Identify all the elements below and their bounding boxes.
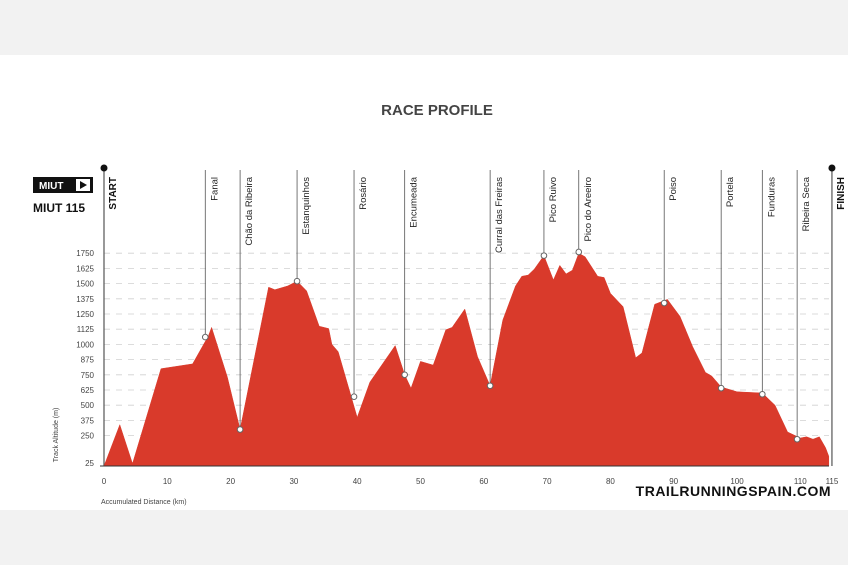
- waypoint-marker: [401, 371, 408, 379]
- waypoint-label: Poiso: [668, 177, 679, 201]
- x-tick-label: 90: [669, 477, 678, 486]
- endpoint-marker: [828, 164, 836, 172]
- miut-logo: MIUT: [33, 177, 93, 193]
- y-tick-label: 25: [85, 459, 94, 468]
- y-tick-label: 1375: [76, 295, 94, 304]
- waypoint-label: Pico do Areeiro: [583, 177, 594, 241]
- waypoint-label: Encumeada: [409, 176, 420, 227]
- y-tick-label: 1750: [76, 249, 94, 258]
- endpoint-marker: [100, 164, 108, 172]
- x-tick-label: 100: [730, 477, 744, 486]
- x-tick-label: 80: [606, 477, 615, 486]
- x-tick-label: 30: [289, 477, 298, 486]
- x-tick-label: 20: [226, 477, 235, 486]
- waypoint-marker: [540, 252, 548, 259]
- waypoint-label: Funduras: [766, 177, 777, 217]
- waypoint-label: Rosário: [358, 177, 369, 210]
- waypoint-marker: [350, 393, 358, 400]
- waypoint-marker: [660, 299, 668, 307]
- waypoint-label: Portela: [725, 176, 736, 207]
- chart-title: RACE PROFILE: [381, 102, 493, 119]
- watermark: TRAILRUNNINGSPAIN.COM: [636, 483, 831, 499]
- x-tick-label: 60: [479, 477, 488, 486]
- y-tick-label: 1250: [76, 310, 94, 319]
- waypoint-label: FINISH: [836, 177, 847, 210]
- x-tick-label: 0: [102, 477, 107, 486]
- x-tick-label: 70: [543, 477, 552, 486]
- y-tick-label: 1125: [77, 325, 95, 334]
- waypoint-label: Estanquinhos: [301, 177, 312, 235]
- y-tick-label: 250: [81, 432, 95, 441]
- waypoint-markers: [100, 164, 836, 443]
- elevation-area: [103, 252, 830, 467]
- waypoint-marker: [793, 435, 801, 443]
- race-name: MIUT 115: [33, 201, 85, 215]
- x-tick-label: 10: [163, 477, 172, 486]
- y-tick-label: 750: [81, 371, 95, 380]
- waypoint-marker: [201, 333, 209, 341]
- waypoint-marker: [486, 382, 494, 390]
- y-tick-label: 625: [81, 386, 95, 395]
- y-tick-label: 500: [81, 401, 95, 410]
- chart-frame: RACE PROFILE 25 250 375 500 625 750 875 1000 112…: [0, 55, 848, 510]
- waypoint-label: Pico Ruivo: [548, 177, 559, 222]
- waypoint-lines: [103, 170, 833, 466]
- waypoint-label: START: [108, 177, 119, 210]
- waypoint-label: Chão da Ribeira: [244, 176, 255, 245]
- x-tick-labels: 0 10 20 30 40 50 60 70 80 90 100 110 115: [102, 477, 839, 486]
- waypoint-labels: START Fanal Chão da Ribeira Estanquinhos Ros…: [108, 176, 847, 253]
- x-axis-title: Accumulated Distance (km): [101, 499, 187, 506]
- logo-text: MIUT: [39, 181, 63, 192]
- profile-area-layer: [103, 252, 830, 467]
- x-tick-label: 40: [353, 477, 362, 486]
- waypoint-marker: [236, 426, 244, 433]
- waypoint-marker: [575, 248, 583, 256]
- play-icon: [80, 181, 87, 189]
- y-tick-label: 875: [81, 356, 95, 365]
- waypoint-marker: [759, 390, 766, 398]
- waypoint-label: Curral das Freiras: [494, 177, 505, 253]
- y-tick-label: 1625: [76, 264, 94, 273]
- y-tick-labels: 25 250 375 500 625 750 875 1000 1125 1250 1375 1500…: [76, 249, 94, 468]
- y-tick-label: 375: [81, 416, 95, 425]
- y-tick-label: 1000: [76, 340, 94, 349]
- x-tick-label: 110: [794, 477, 807, 486]
- x-tick-label: 115: [826, 477, 839, 486]
- waypoint-marker: [293, 277, 301, 285]
- waypoint-label: Ribeira Seca: [801, 176, 812, 231]
- x-tick-label: 50: [416, 477, 425, 486]
- race-profile-chart: RACE PROFILE 252503755006257508751000112…: [33, 102, 847, 506]
- waypoint-marker: [717, 384, 725, 392]
- y-axis-title: Track Altitude (m): [53, 408, 60, 463]
- y-tick-label: 1500: [76, 280, 94, 289]
- waypoint-label: Fanal: [209, 177, 220, 201]
